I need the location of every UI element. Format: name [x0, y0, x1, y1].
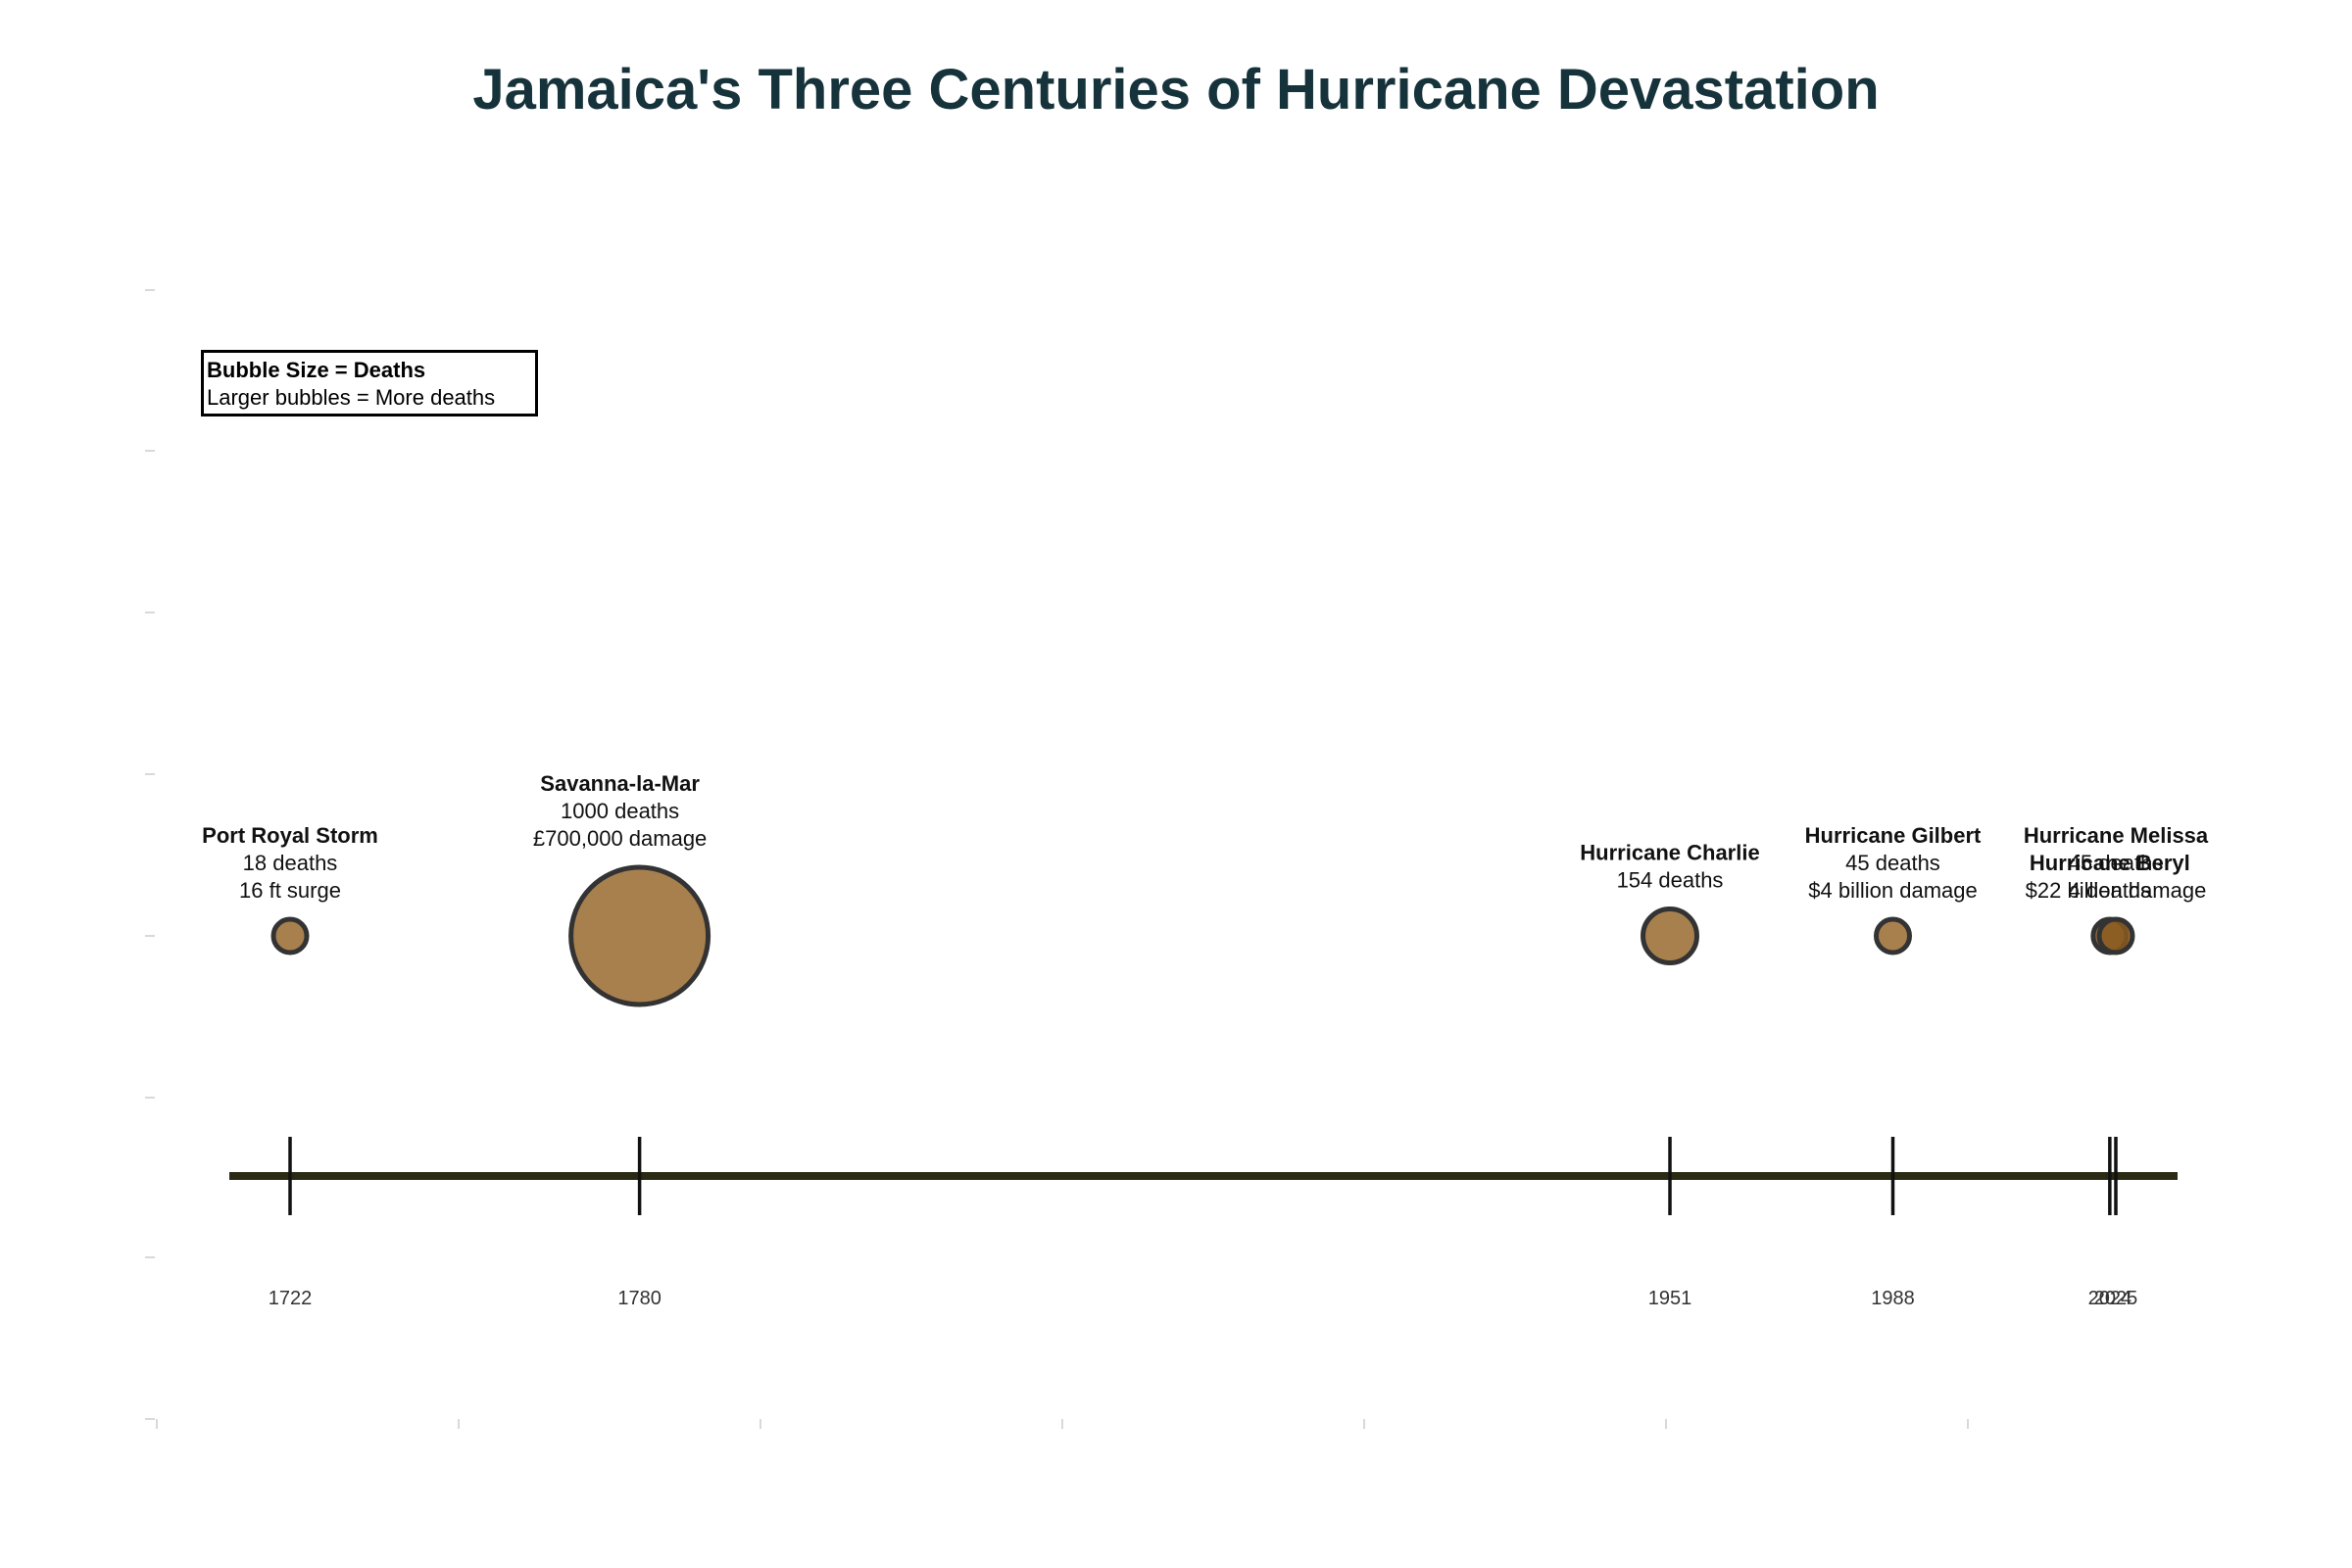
- tick-label-1951: 1951: [1648, 1288, 1692, 1309]
- event-label-1988-deaths: 45 deaths: [1845, 851, 1940, 875]
- event-label-1780-detail: £700,000 damage: [533, 826, 707, 851]
- chart-title: Jamaica's Three Centuries of Hurricane D…: [472, 58, 1880, 122]
- tick-label-1988: 1988: [1871, 1288, 1915, 1309]
- bubble-2025: [2096, 916, 2135, 956]
- bubble-1780: [568, 864, 711, 1007]
- event-label-1780-deaths: 1000 deaths: [561, 799, 679, 823]
- event-label-1988-detail: $4 billion damage: [1808, 878, 1977, 903]
- event-label-2025-detail: $22 billion damage: [2026, 878, 2207, 903]
- event-label-2024-name: Hurricane Beryl: [2030, 851, 2190, 875]
- legend-text: Larger bubbles = More deaths: [207, 385, 496, 410]
- event-label-2024-deaths: 4 deaths: [2069, 878, 2151, 903]
- tick-label-2024: 2024: [2088, 1288, 2132, 1309]
- bubble-1951: [1641, 906, 1699, 965]
- event-label-1722-detail: 16 ft surge: [239, 878, 341, 903]
- tick-label-1780: 1780: [617, 1288, 662, 1309]
- size-legend: Bubble Size = Deaths Larger bubbles = Mo…: [201, 350, 538, 416]
- event-label-2025-deaths: 45 deaths: [2069, 851, 2164, 875]
- bubble-1722: [270, 916, 310, 956]
- event-label-1988-name: Hurricane Gilbert: [1805, 823, 1982, 848]
- event-label-2025-name: Hurricane Melissa: [2024, 823, 2209, 848]
- event-label-1722-name: Port Royal Storm: [202, 823, 378, 848]
- event-label-1780-name: Savanna-la-Mar: [540, 771, 700, 796]
- tick-label-2025: 2025: [2094, 1288, 2138, 1309]
- bubble-1988: [1874, 916, 1913, 956]
- event-label-1951-name: Hurricane Charlie: [1580, 841, 1759, 865]
- event-label-1722-deaths: 18 deaths: [243, 851, 338, 875]
- event-label-1951-deaths: 154 deaths: [1617, 868, 1724, 893]
- tick-label-1722: 1722: [269, 1288, 313, 1309]
- legend-title: Bubble Size = Deaths: [207, 358, 426, 382]
